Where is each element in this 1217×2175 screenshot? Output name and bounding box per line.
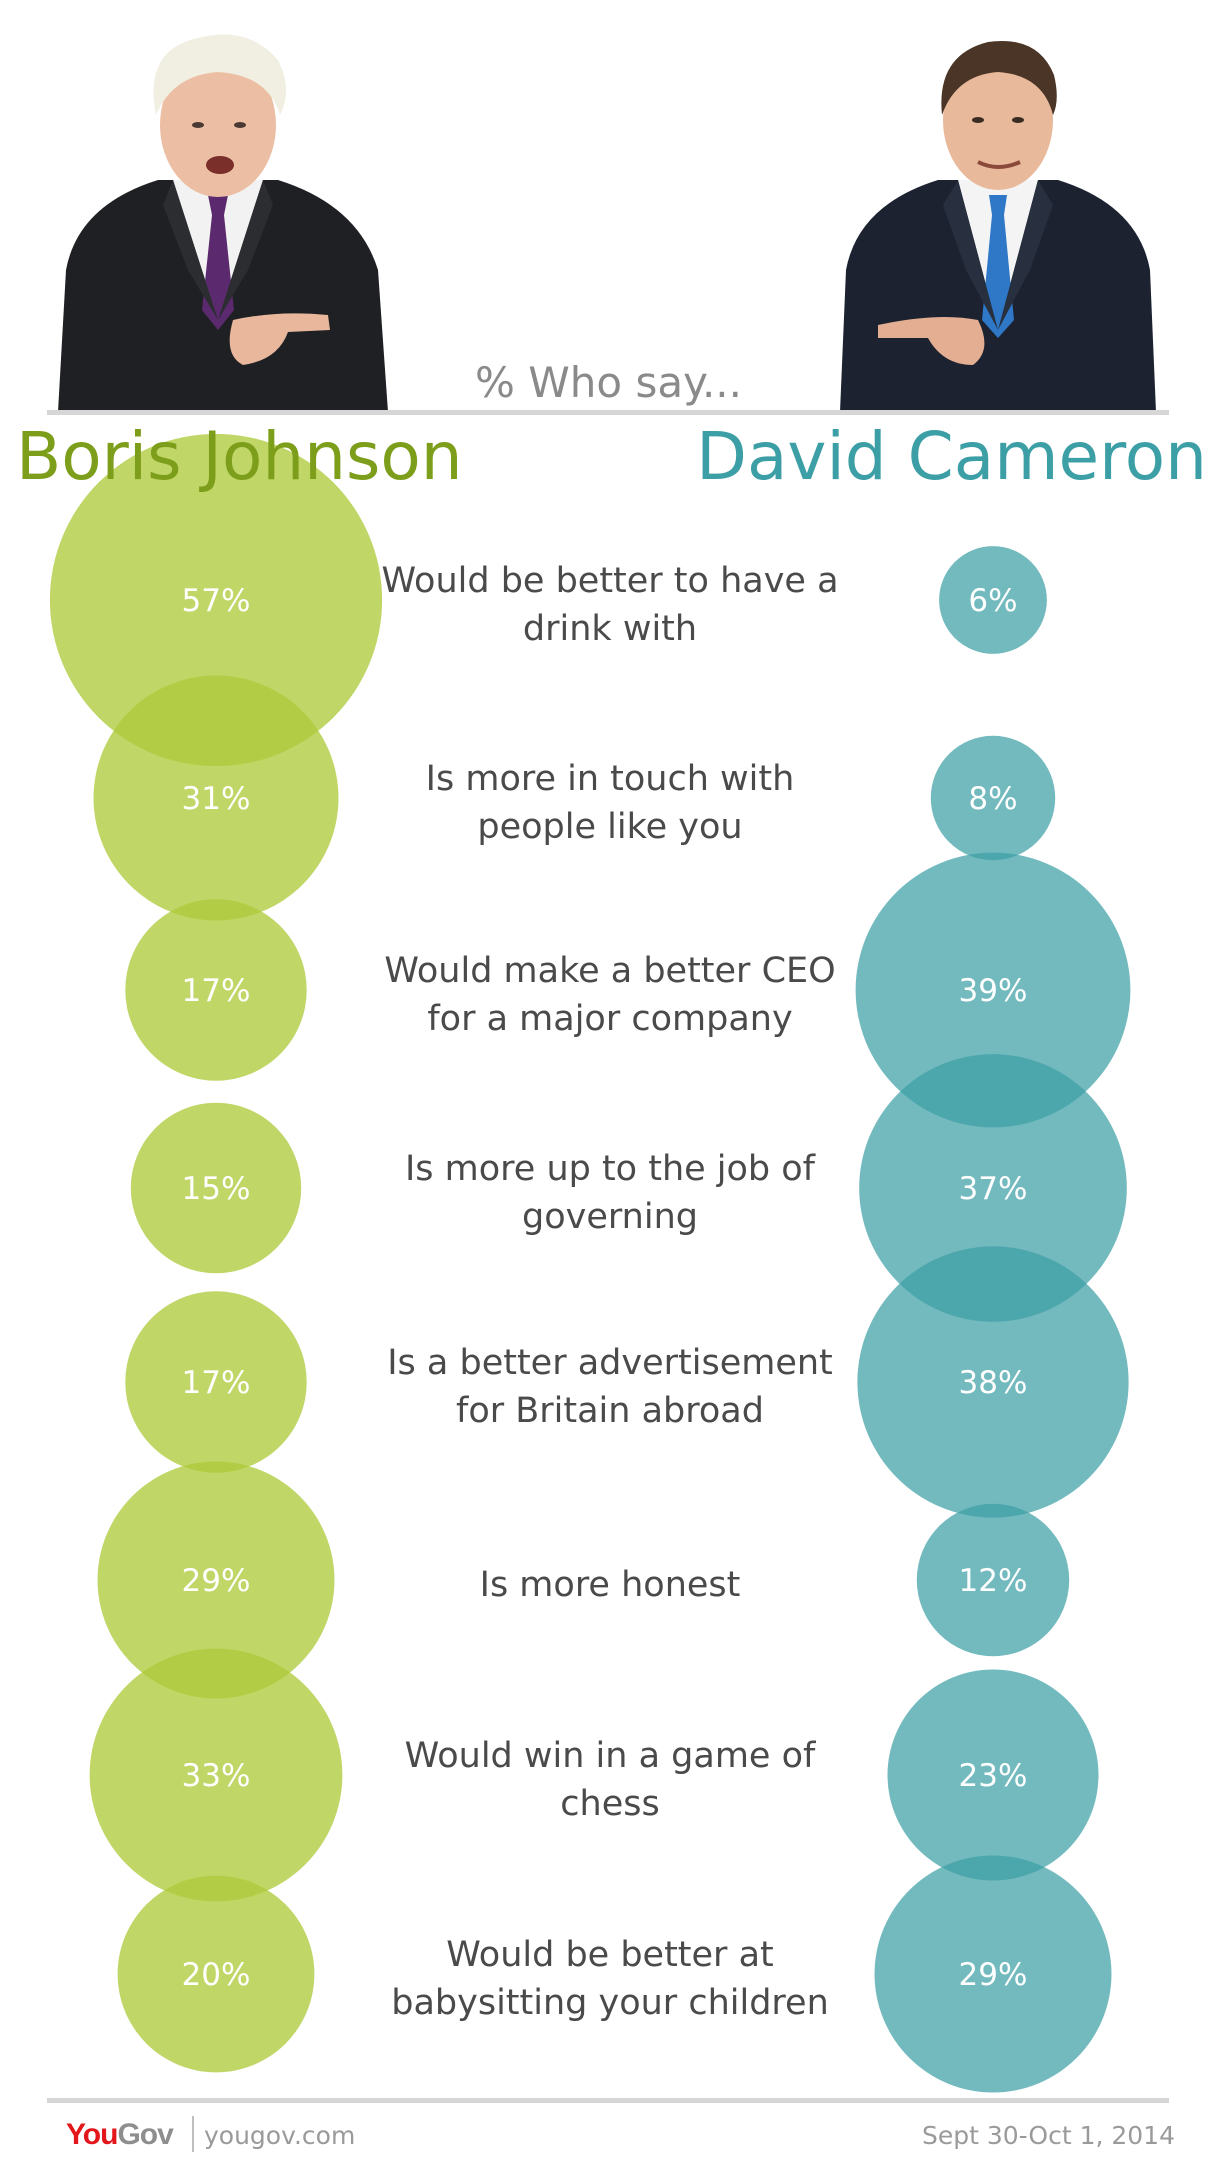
- bubble-cameron-2: [930, 735, 1056, 861]
- bubble-boris-6: [97, 1461, 335, 1699]
- bubble-label-cameron-5: 38%: [959, 1365, 1028, 1401]
- bubble-boris-7: [89, 1648, 343, 1902]
- statement-8: Would be better at babysitting your child…: [370, 1931, 850, 2027]
- bubble-boris-5: [125, 1291, 307, 1473]
- footer-separator: [192, 2116, 194, 2152]
- series-name-david-cameron: David Cameron: [696, 418, 1207, 495]
- header-divider: [47, 410, 1169, 415]
- bubble-label-cameron-1: 6%: [968, 583, 1017, 619]
- bubble-cameron-4: [859, 1054, 1127, 1322]
- bubble-boris-8: [117, 1875, 315, 2073]
- statement-2: Is more in touch with people like you: [370, 755, 850, 851]
- statement-line: chess: [560, 1784, 660, 1824]
- bubble-cameron-5: [857, 1246, 1129, 1518]
- statement-line: governing: [522, 1197, 698, 1237]
- statement-7: Would win in a game of chess: [370, 1732, 850, 1828]
- bubble-label-boris-1: 57%: [182, 583, 251, 619]
- bubble-label-cameron-2: 8%: [968, 781, 1017, 817]
- bubble-cameron-8: [874, 1855, 1112, 2093]
- bubble-label-boris-5: 17%: [182, 1365, 251, 1401]
- bubble-label-boris-8: 20%: [182, 1957, 251, 1993]
- bubble-cameron-6: [916, 1503, 1070, 1657]
- bubble-label-boris-4: 15%: [182, 1171, 251, 1207]
- footer-date: Sept 30-Oct 1, 2014: [922, 2121, 1175, 2150]
- statement-line: Would win in a game of: [404, 1736, 816, 1776]
- bubble-boris-2: [93, 675, 339, 921]
- yougov-logo: YouGov: [66, 2118, 174, 2151]
- bubble-cameron-1: [939, 546, 1047, 654]
- statement-line: Is more in touch with: [425, 759, 795, 799]
- bubble-boris-3: [125, 899, 307, 1081]
- statement-line: Would make a better CEO: [384, 951, 836, 991]
- statement-5: Is a better advertisement for Britain abr…: [370, 1339, 850, 1435]
- statement-line: babysitting your children: [391, 1983, 829, 2023]
- footer-site: yougov.com: [204, 2121, 356, 2150]
- statement-line: Is more honest: [479, 1565, 741, 1605]
- bubble-label-cameron-6: 12%: [959, 1563, 1028, 1599]
- bubble-cameron-3: [855, 852, 1131, 1128]
- bubble-label-cameron-7: 23%: [959, 1758, 1028, 1794]
- statement-6: Is more honest: [370, 1561, 850, 1609]
- bubble-label-cameron-8: 29%: [959, 1957, 1028, 1993]
- bubble-label-cameron-4: 37%: [959, 1171, 1028, 1207]
- statement-line: drink with: [522, 609, 698, 649]
- bubble-label-boris-6: 29%: [182, 1563, 251, 1599]
- statement-line: Is a better advertisement: [387, 1343, 833, 1383]
- statement-line: for a major company: [427, 999, 793, 1039]
- series-name-boris-johnson: Boris Johnson: [16, 418, 463, 495]
- bubble-label-boris-3: 17%: [182, 973, 251, 1009]
- david-cameron-photo: [840, 40, 1156, 412]
- chart-subtitle: % Who say...: [475, 358, 742, 407]
- footer-divider: [47, 2098, 1169, 2103]
- statement-line: people like you: [477, 807, 743, 847]
- bubble-cameron-7: [887, 1669, 1099, 1881]
- statement-line: Would be better at: [446, 1935, 774, 1975]
- statement-line: Is more up to the job of: [404, 1149, 816, 1189]
- statement-1: Would be better to have a drink with: [370, 557, 850, 653]
- bubble-label-boris-2: 31%: [182, 781, 251, 817]
- statement-line: for Britain abroad: [456, 1391, 764, 1431]
- statement-4: Is more up to the job of governing: [370, 1145, 850, 1241]
- bubble-label-boris-7: 33%: [182, 1758, 251, 1794]
- statement-3: Would make a better CEO for a major compa…: [370, 947, 850, 1043]
- boris-johnson-photo: [58, 34, 388, 412]
- bubble-boris-4: [130, 1102, 302, 1274]
- bubble-boris-1: [49, 433, 383, 767]
- bubble-label-cameron-3: 39%: [959, 973, 1028, 1009]
- statement-line: Would be better to have a: [381, 561, 839, 601]
